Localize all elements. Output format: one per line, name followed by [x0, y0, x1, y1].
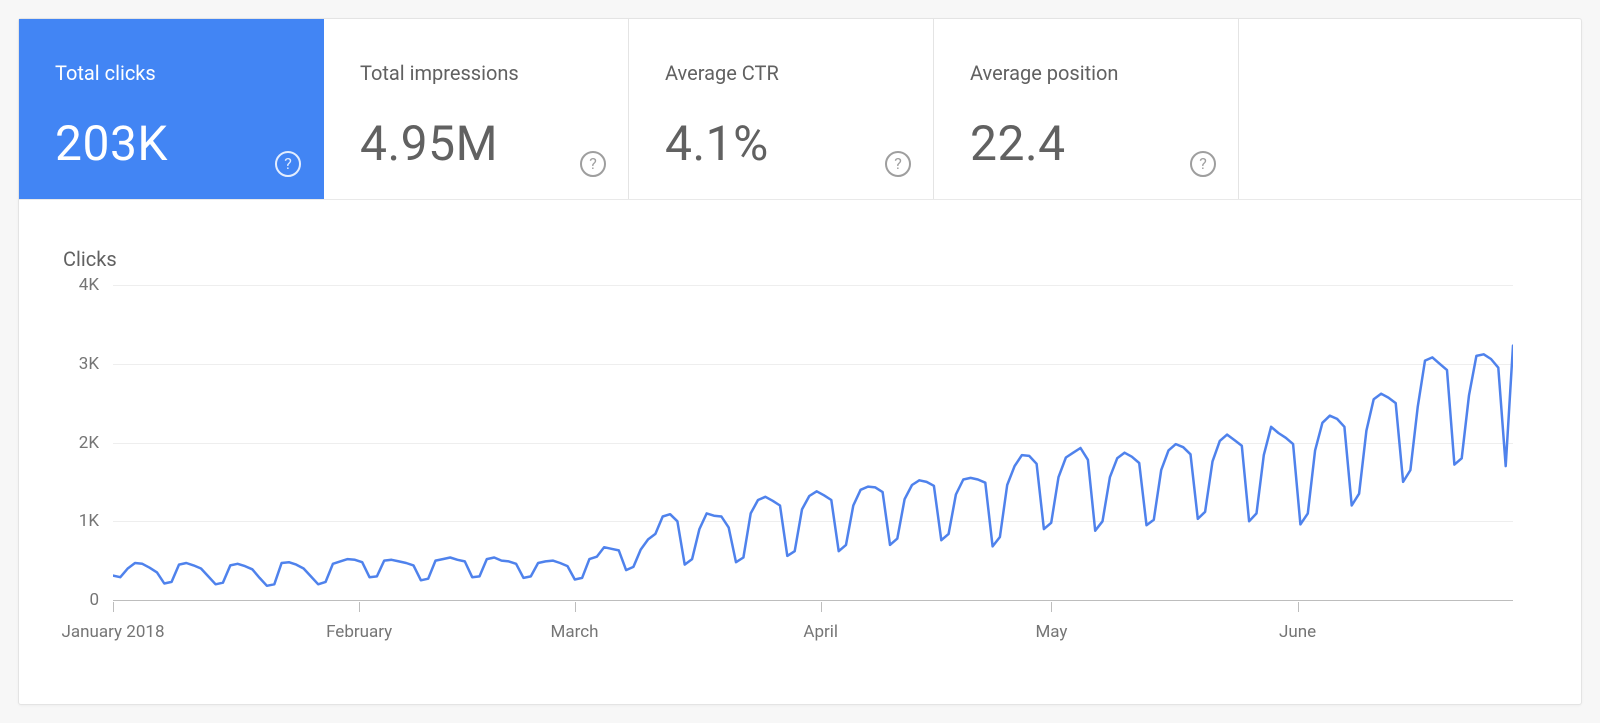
help-icon[interactable]: ? [1190, 151, 1216, 177]
card-average-position[interactable]: Average position 22.4 ? [934, 19, 1239, 199]
chart-plot [113, 285, 1513, 600]
performance-panel: Total clicks 203K ? Total impressions 4.… [18, 18, 1582, 705]
x-tick [575, 602, 576, 612]
help-icon[interactable]: ? [580, 151, 606, 177]
x-tick-label: February [326, 622, 392, 642]
card-value: 203K [55, 115, 168, 172]
x-tick [1298, 602, 1299, 612]
x-tick [1051, 602, 1052, 612]
card-label: Average position [970, 61, 1118, 85]
help-icon[interactable]: ? [885, 151, 911, 177]
x-tick-label: June [1279, 622, 1316, 642]
help-icon[interactable]: ? [275, 151, 301, 177]
card-average-ctr[interactable]: Average CTR 4.1% ? [629, 19, 934, 199]
x-tick [359, 602, 360, 612]
card-value: 22.4 [970, 115, 1066, 172]
clicks-series-line [113, 346, 1513, 586]
card-value: 4.95M [360, 115, 498, 172]
card-label: Average CTR [665, 61, 779, 85]
card-label: Total impressions [360, 61, 519, 85]
y-tick-label: 1K [59, 511, 99, 531]
y-tick-label: 3K [59, 354, 99, 374]
card-label: Total clicks [55, 61, 156, 85]
y-tick-label: 4K [59, 275, 99, 295]
chart-title: Clicks [63, 247, 117, 271]
x-tick-label: April [803, 622, 838, 642]
card-total-clicks[interactable]: Total clicks 203K ? [19, 19, 324, 199]
clicks-chart: Clicks 0 1K 2K 3K 4K January 2018 February Mar… [19, 199, 1581, 704]
x-tick-label: March [551, 622, 599, 642]
y-tick-label: 2K [59, 433, 99, 453]
x-tick-label: May [1035, 622, 1067, 642]
card-total-impressions[interactable]: Total impressions 4.95M ? [324, 19, 629, 199]
x-tick-label: January 2018 [61, 622, 164, 642]
x-axis-baseline [113, 600, 1513, 601]
x-tick [113, 602, 114, 612]
y-tick-label: 0 [59, 590, 99, 610]
card-value: 4.1% [665, 115, 769, 172]
x-tick [821, 602, 822, 612]
metric-cards-row: Total clicks 203K ? Total impressions 4.… [19, 19, 1581, 200]
